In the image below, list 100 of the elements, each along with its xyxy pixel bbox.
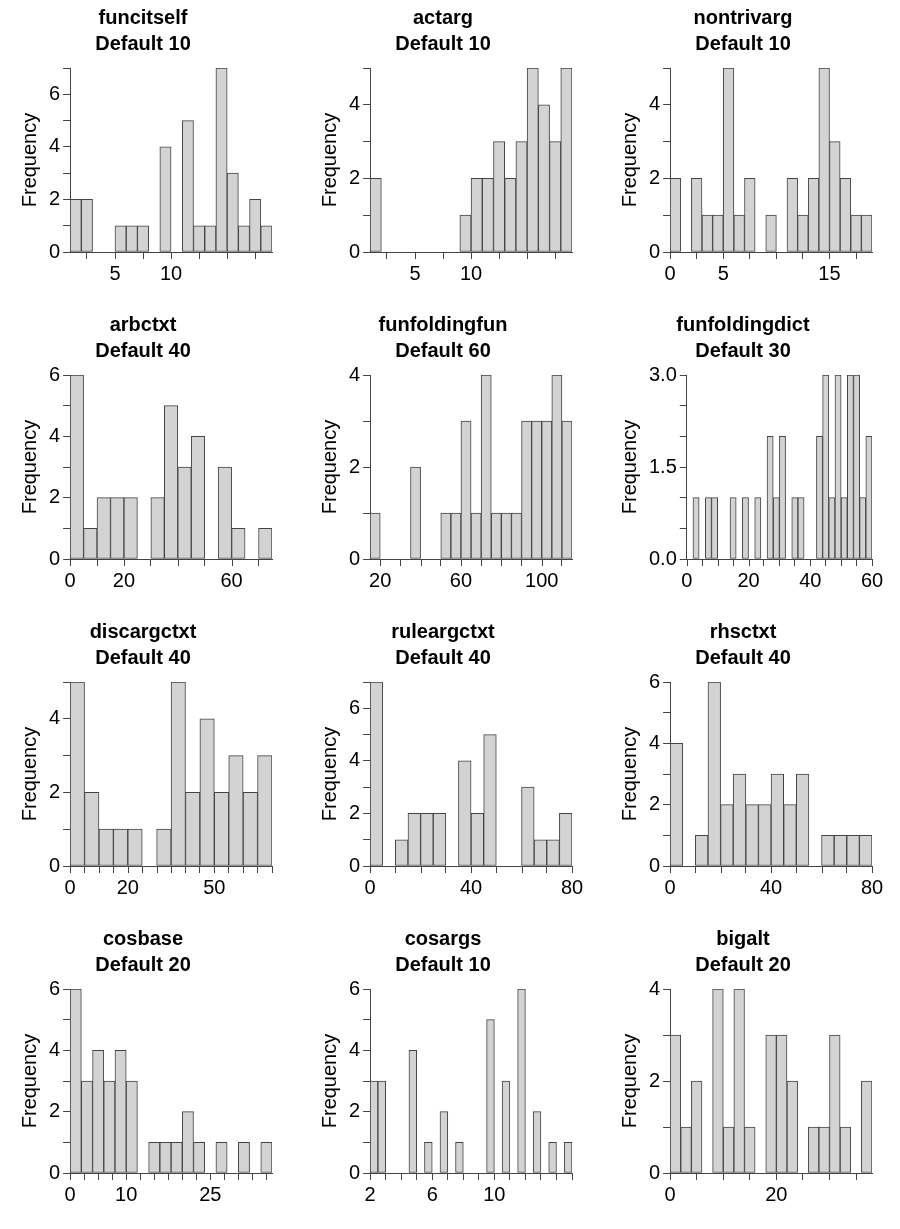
chart-title: cosargs [404,926,482,949]
x-tick-label: 100 [525,568,559,591]
y-tick-label: 0 [649,239,661,262]
y-axis-title: Frequency [617,112,640,208]
y-tick-label: 2 [649,792,661,815]
chart-subtitle: Default 20 [695,952,791,975]
x-tick-label: 40 [759,875,783,898]
x-tick-label: 20 [116,875,139,898]
y-axis-title: Frequency [617,419,640,515]
y-tick-label: 4 [49,134,61,157]
x-tick-label: 10 [159,261,183,284]
y-tick-label: 4 [349,748,361,771]
y-tick-label: 4 [49,423,61,446]
y-tick-label: 2 [49,186,61,209]
y-tick-label: 0 [49,1160,61,1183]
y-tick-label: 6 [49,81,61,104]
y-tick-label: 2 [49,779,61,802]
y-tick-label: 4 [649,730,661,753]
y-tick-label: 1.5 [648,454,677,477]
x-tick-label: 0 [681,568,693,591]
y-tick-label: 4 [349,1037,361,1060]
chart-title: nontrivarg [693,5,793,28]
x-tick-label: 0 [64,875,76,898]
y-tick-label: 2 [349,165,361,188]
y-tick-label: 0.0 [648,546,677,569]
x-tick-label: 80 [860,875,884,898]
y-tick-label: 6 [49,976,61,999]
y-tick-label: 2 [349,454,361,477]
x-tick-label: 5 [409,261,421,284]
y-tick-label: 0 [649,1160,661,1183]
y-axis-title: Frequency [317,726,340,822]
chart-subtitle: Default 20 [95,952,191,975]
chart-subtitle: Default 10 [95,31,191,54]
x-tick-label: 10 [115,1182,138,1205]
y-axis-title: Frequency [617,726,640,822]
chart-subtitle: Default 10 [395,31,491,54]
y-tick-label: 6 [349,976,361,999]
chart-title: bigalt [716,926,770,949]
y-tick-label: 0 [649,853,661,876]
y-axis-title: Frequency [17,419,40,515]
y-tick-label: 0 [349,1160,361,1183]
x-tick-label: 10 [459,261,483,284]
x-tick-label: 0 [64,568,76,591]
y-tick-label: 4 [649,976,661,999]
chart-subtitle: Default 60 [395,338,491,361]
x-tick-label: 50 [203,875,226,898]
x-tick-label: 60 [449,568,473,591]
y-tick-label: 4 [349,362,361,385]
chart-subtitle: Default 10 [695,31,791,54]
x-tick-label: 20 [765,1182,788,1205]
x-tick-label: 20 [369,568,392,591]
y-tick-label: 0 [349,546,361,569]
x-tick-label: 2 [364,1182,376,1205]
x-tick-label: 60 [860,568,884,591]
x-tick-label: 25 [199,1182,222,1205]
y-tick-label: 2 [349,1099,361,1122]
chart-subtitle: Default 40 [95,645,191,668]
y-tick-label: 0 [349,239,361,262]
chart-title: rhsctxt [709,619,777,642]
y-tick-label: 0 [49,239,61,262]
y-tick-label: 0 [49,853,61,876]
x-tick-label: 40 [459,875,483,898]
y-tick-label: 6 [49,362,61,385]
y-tick-label: 2 [49,1099,61,1122]
y-tick-label: 4 [349,92,361,115]
y-tick-label: 2 [49,485,61,508]
x-tick-label: 60 [220,568,243,591]
x-tick-label: 5 [717,261,729,284]
y-tick-label: 4 [49,1037,61,1060]
x-tick-label: 15 [818,261,841,284]
y-tick-label: 2 [349,800,361,823]
chart-subtitle: Default 10 [395,952,491,975]
chart-title: funcitself [98,5,188,28]
chart-title: funfoldingfun [378,312,508,335]
y-axis-title: Frequency [17,112,40,208]
y-tick-label: 4 [649,92,661,115]
x-tick-label: 5 [109,261,121,284]
chart-subtitle: Default 40 [95,338,191,361]
x-tick-label: 80 [560,875,584,898]
y-axis-title: Frequency [17,726,40,822]
y-axis-title: Frequency [317,419,340,515]
y-axis-title: Frequency [317,1033,340,1129]
chart-title: funfoldingdict [676,312,810,335]
y-axis-title: Frequency [317,112,340,208]
chart-title: ruleargctxt [391,619,496,642]
x-tick-label: 10 [483,1182,506,1205]
chart-subtitle: Default 40 [695,645,791,668]
y-tick-label: 6 [349,695,361,718]
chart-title: arbctxt [109,312,177,335]
y-tick-label: 0 [49,546,61,569]
y-tick-label: 0 [349,853,361,876]
chart-title: cosbase [102,926,184,949]
x-tick-label: 40 [799,568,822,591]
x-tick-label: 0 [64,1182,76,1205]
x-tick-label: 20 [112,568,136,591]
chart-subtitle: Default 30 [695,338,791,361]
y-tick-label: 3.0 [648,362,677,385]
chart-subtitle: Default 40 [395,645,491,668]
y-tick-label: 2 [649,1068,661,1091]
y-axis-title: Frequency [17,1033,40,1129]
